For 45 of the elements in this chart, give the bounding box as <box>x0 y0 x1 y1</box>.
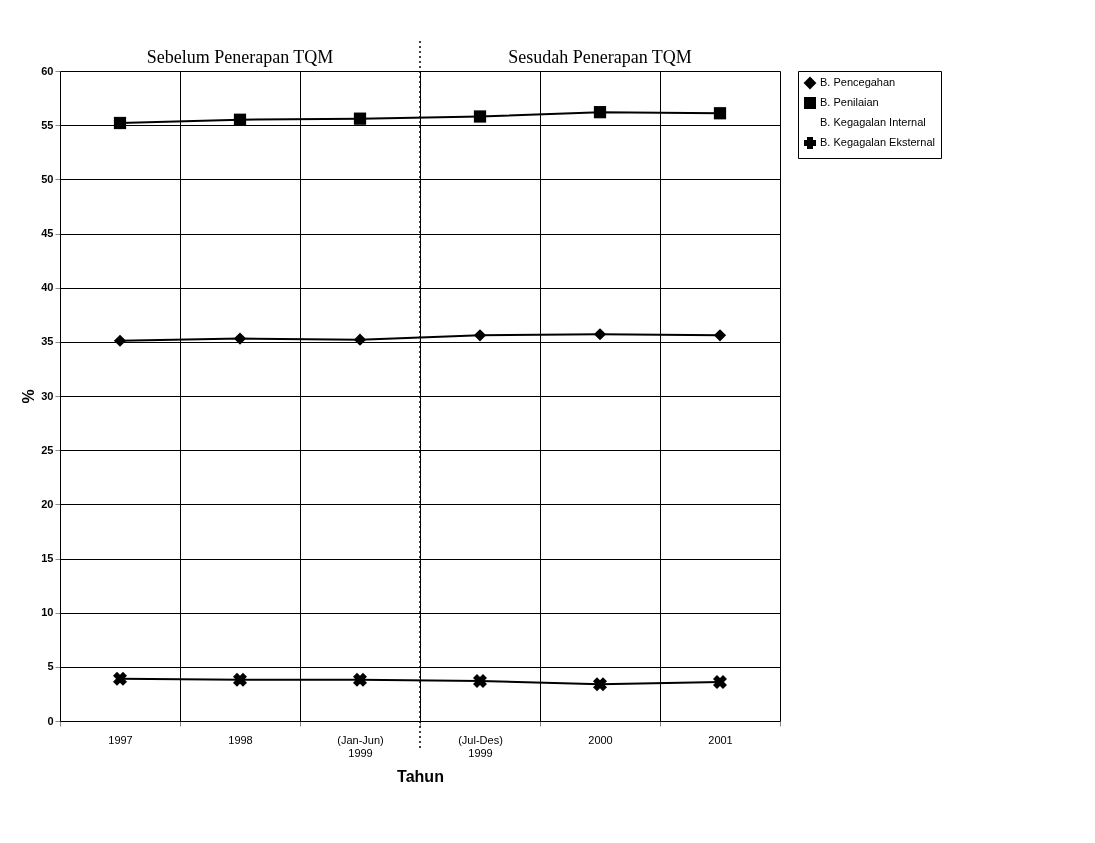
x-tick-label: 2000 <box>588 733 613 746</box>
y-tick-label: 60 <box>41 64 54 77</box>
point <box>353 672 367 687</box>
x-tick-label: 1998 <box>228 733 253 746</box>
y-tick-label: 40 <box>41 281 54 294</box>
text: Sesudah Penerapan TQM <box>508 47 692 67</box>
legend-label: B. Penilaian <box>820 96 879 108</box>
x-tick-label: 2001 <box>708 733 733 746</box>
point <box>353 112 367 125</box>
legend-label: B. Kegagalan Eksternal <box>820 136 935 148</box>
y-tick-label: 10 <box>41 606 54 619</box>
point <box>233 332 247 345</box>
point <box>233 113 247 126</box>
point <box>113 671 127 686</box>
point <box>113 116 127 130</box>
x-tick-label: 1997 <box>108 733 133 746</box>
y-axis-title: % <box>20 389 38 404</box>
y-tick-label: 35 <box>41 335 54 348</box>
point <box>593 677 607 692</box>
y-tick-label: 25 <box>41 443 54 456</box>
point <box>713 107 727 120</box>
point <box>713 329 727 342</box>
y-tick-label: 45 <box>41 227 54 239</box>
point <box>593 106 607 119</box>
point <box>593 328 607 341</box>
point <box>473 673 487 688</box>
point <box>233 672 247 687</box>
point <box>473 329 487 342</box>
point <box>713 675 727 689</box>
y-tick-label: 15 <box>41 552 54 564</box>
y-tick-label: 0 <box>47 714 54 727</box>
y-tick-label: 30 <box>41 389 54 402</box>
y-tick-label: 5 <box>47 660 54 673</box>
y-tick-label: 50 <box>41 172 54 185</box>
point <box>473 110 487 123</box>
y-tick-label: 55 <box>41 118 54 131</box>
point <box>353 333 367 346</box>
point <box>113 334 127 347</box>
y-tick-label: 20 <box>41 497 54 510</box>
x-tick-label: (Jul-Des) 1999 <box>458 733 503 759</box>
legend-label: B. Pencegahan <box>820 76 896 88</box>
text: Sebelum Penerapan TQM <box>146 47 334 67</box>
x-axis-title: Tahun <box>397 767 444 785</box>
text: B. Kegagalan Internal <box>820 116 926 128</box>
x-tick-label: (Jan-Jun) 1999 <box>337 733 384 759</box>
